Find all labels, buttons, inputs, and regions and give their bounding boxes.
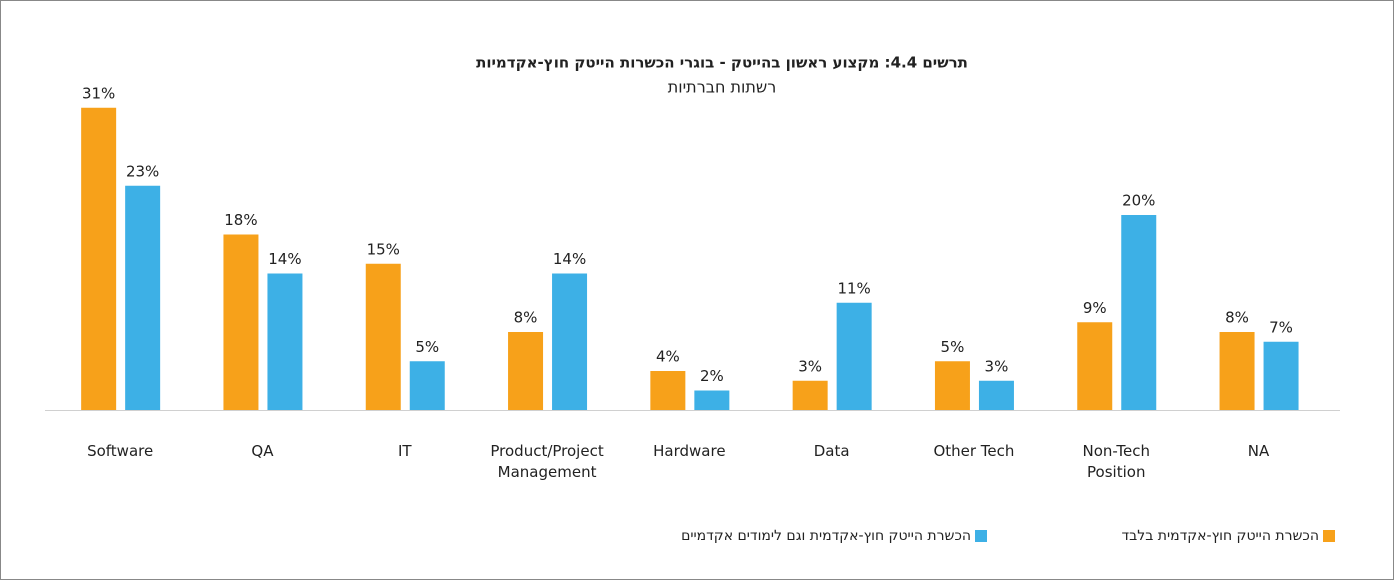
- x-tick-label: Data: [813, 442, 850, 460]
- data-label: 8%: [514, 309, 538, 327]
- data-label: 23%: [126, 162, 159, 180]
- data-label: 7%: [1269, 318, 1293, 336]
- bar: [650, 371, 686, 410]
- data-label: 14%: [553, 250, 586, 268]
- x-tick-label: Product/Project Management: [490, 442, 604, 481]
- x-tick-label: Software: [87, 442, 154, 460]
- x-tick-label: IT: [397, 442, 412, 460]
- bar: [934, 361, 970, 410]
- data-label: 11%: [837, 279, 870, 297]
- data-label: 4%: [656, 348, 680, 366]
- x-tick-label: Hardware: [653, 442, 726, 460]
- data-label: 5%: [415, 338, 439, 356]
- bar: [792, 380, 828, 410]
- data-label: 5%: [941, 338, 965, 356]
- data-label: 3%: [798, 357, 822, 375]
- data-label: 14%: [268, 250, 301, 268]
- legend-swatch: [1323, 530, 1335, 542]
- bar: [409, 361, 445, 410]
- bar: [81, 107, 117, 410]
- bar: [1121, 215, 1157, 410]
- bar: [836, 302, 872, 410]
- bar: [508, 332, 544, 410]
- bar: [1219, 332, 1255, 410]
- data-label: 15%: [367, 240, 400, 258]
- x-tick-label: Other Tech: [933, 442, 1015, 460]
- bar: [365, 263, 401, 410]
- legend-label: הכשרת הייטק חוץ-אקדמית בלבד: [1122, 528, 1319, 544]
- data-label: 2%: [700, 367, 724, 385]
- data-label: 31%: [82, 84, 115, 102]
- legend-label: הכשרת הייטק חוץ-אקדמית וגם לימודים אקדמי…: [681, 528, 971, 544]
- legend-swatch: [975, 530, 987, 542]
- data-label: 20%: [1122, 192, 1155, 210]
- x-tick-label: NA: [1247, 442, 1270, 460]
- data-label: 18%: [224, 211, 257, 229]
- bar: [1263, 341, 1299, 410]
- bar: [694, 390, 730, 410]
- chart-subtitle: רשתות חברתיות: [668, 78, 777, 97]
- bar: [1077, 322, 1113, 410]
- bar: [125, 185, 161, 410]
- bar: [267, 273, 303, 410]
- bar: [223, 234, 259, 410]
- bar: [552, 273, 588, 410]
- x-tick-label: Non-Tech Position: [1082, 442, 1151, 481]
- bar: [978, 380, 1014, 410]
- x-tick-label: QA: [251, 442, 274, 460]
- data-label: 8%: [1225, 309, 1249, 327]
- chart-title: תרשים 4.4: מקצוע ראשון בהייטק - בוגרי הכ…: [476, 54, 968, 72]
- data-label: 9%: [1083, 299, 1107, 317]
- data-label: 3%: [985, 357, 1009, 375]
